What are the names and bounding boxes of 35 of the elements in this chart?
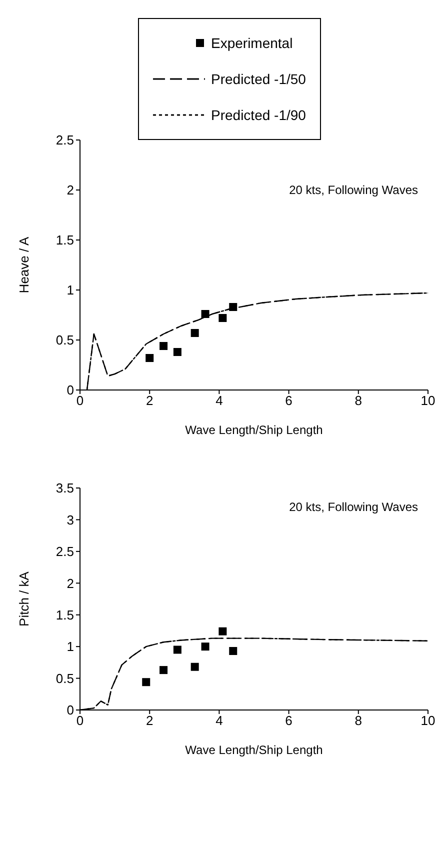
x-tick-label: 4 [216,393,223,408]
y-tick-label: 0 [66,702,74,718]
y-tick-label: 1 [66,639,74,654]
y-tick-label: 1 [66,282,74,298]
y-tick-label: 1.5 [56,607,74,622]
legend-label: Predicted -1/90 [211,106,306,125]
annotation: 20 kts, Following Waves [289,183,418,197]
y-tick-label: 3.5 [56,480,74,496]
x-tick-label: 0 [76,393,84,408]
y-axis-title: Heave / A [16,236,32,294]
y-tick-label: 0 [66,382,74,398]
x-tick-label: 8 [354,393,362,408]
x-tick-label: 10 [420,393,436,408]
x-axis-title: Wave Length/Ship Length [185,423,323,437]
x-tick-label: 4 [216,713,223,728]
y-tick-label: 2 [66,182,74,198]
x-axis-title: Wave Length/Ship Length [185,743,323,757]
y-tick-label: 0.5 [56,332,74,348]
x-tick-label: 2 [146,393,154,408]
x-tick-label: 8 [354,713,362,728]
x-tick-label: 6 [285,393,292,408]
annotation: 20 kts, Following Waves [289,500,418,514]
x-tick-label: 6 [285,713,292,728]
y-tick-label: 0.5 [56,670,74,686]
y-axis-title: Pitch / kA [16,571,32,626]
x-tick-label: 2 [146,713,154,728]
y-tick-label: 2 [66,576,74,591]
y-tick-label: 2.5 [56,132,74,148]
legend-label: Predicted -1/50 [211,70,306,89]
legend-label: Experimental [211,34,293,53]
x-tick-label: 0 [76,713,84,728]
y-tick-label: 2.5 [56,544,74,560]
x-tick-label: 10 [420,713,436,728]
y-tick-label: 3 [66,512,74,528]
y-tick-label: 1.5 [56,232,74,248]
